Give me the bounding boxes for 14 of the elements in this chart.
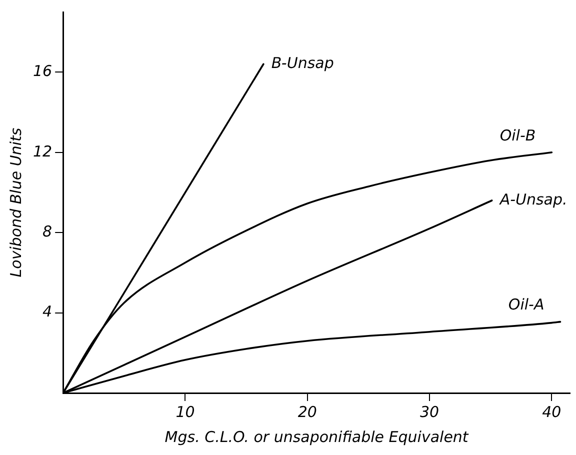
x-tick-label: 10	[176, 402, 195, 421]
y-tick-label: 4	[42, 302, 52, 321]
x-tick-label: 20	[298, 402, 317, 421]
series-label: Oil-B	[500, 126, 536, 144]
series-label: B-Unsap	[271, 54, 334, 72]
y-tick-label: 8	[42, 222, 52, 240]
series-label: Oil-A	[508, 296, 544, 314]
x-tick-label: 40	[542, 402, 562, 421]
y-axis-title: Lovibond Blue Units	[6, 128, 25, 278]
series-label: A-Unsap.	[498, 190, 568, 208]
x-tick-label: 30	[420, 402, 440, 421]
y-tick-label: 12	[32, 142, 52, 160]
y-tick-label: 16	[32, 62, 52, 80]
x-axis-title: Mgs. C.L.O. or unsaponifiable Equivalent	[164, 428, 470, 446]
